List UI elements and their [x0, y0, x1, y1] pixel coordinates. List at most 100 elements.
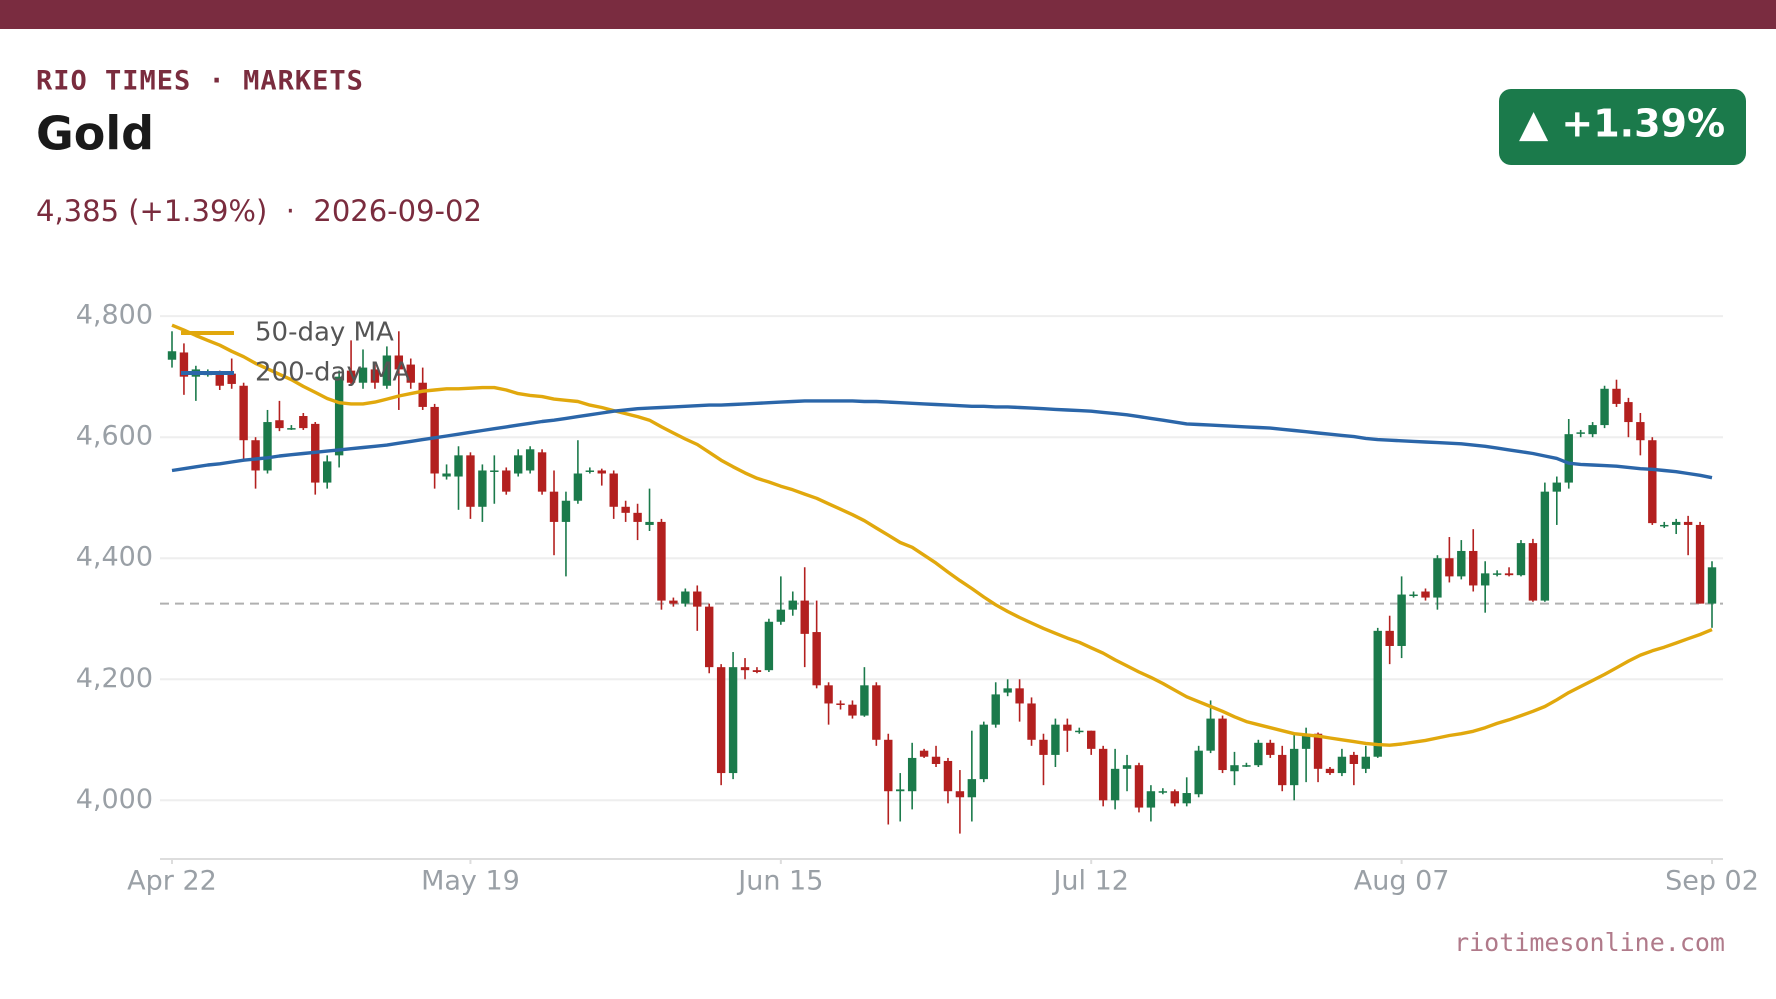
candle-body	[1075, 730, 1084, 733]
candle-body	[1373, 630, 1382, 757]
candle-body	[227, 373, 236, 384]
candle-body	[860, 685, 869, 716]
candle-body	[1242, 765, 1251, 767]
y-tick-label: 4,400	[76, 542, 153, 573]
candle-body	[967, 779, 977, 798]
candle-body	[1612, 388, 1621, 404]
candle-body	[1636, 422, 1645, 441]
candle-body	[1027, 703, 1036, 740]
candle-body	[1003, 688, 1012, 693]
badge-text: ▲ +1.39%	[1519, 102, 1725, 146]
legend-label: 200-day MA	[255, 358, 411, 388]
candle-body	[1254, 742, 1263, 766]
candle-body	[1170, 791, 1179, 804]
candle-body	[752, 670, 762, 672]
candle-body	[442, 473, 451, 477]
candle-body	[943, 760, 953, 792]
candle-body	[1194, 750, 1203, 795]
candle-body	[716, 667, 726, 774]
candle-body	[1051, 724, 1060, 755]
candle-body	[597, 470, 606, 474]
candle-body	[1516, 543, 1526, 576]
brand: RIO TIMES · MARKETS	[36, 66, 364, 97]
candle-body	[1409, 594, 1418, 597]
candle-body	[251, 440, 260, 471]
candle-body	[1087, 730, 1096, 749]
candle-body	[705, 606, 714, 668]
candle-body	[263, 422, 272, 471]
candle-body	[1564, 434, 1573, 483]
candle-body	[1480, 573, 1490, 586]
candle-body	[370, 369, 380, 383]
chart-title: Gold	[36, 107, 154, 161]
candle-body	[657, 521, 666, 601]
candle-body	[1457, 550, 1466, 577]
candle-body	[275, 420, 284, 429]
candle-body	[1492, 573, 1502, 575]
candle-body	[1397, 594, 1406, 646]
candle-body	[1182, 793, 1191, 804]
candle-body	[609, 473, 618, 507]
candle-body	[1421, 591, 1430, 598]
candle-body	[896, 789, 905, 792]
candle-body	[1063, 724, 1072, 731]
candle-body	[1528, 543, 1538, 601]
candle-body	[502, 470, 511, 492]
candle-body	[1588, 425, 1597, 435]
candle-body	[549, 491, 559, 522]
candle-body	[1660, 524, 1669, 527]
candle-body	[788, 600, 797, 610]
candle-body	[1600, 388, 1609, 426]
candle-body	[167, 351, 177, 360]
candle-body	[1289, 748, 1299, 786]
candle-body	[585, 470, 595, 472]
candle-body	[1206, 718, 1215, 751]
candle-body	[800, 600, 809, 634]
candle-body	[287, 428, 296, 430]
candle-body	[430, 406, 439, 474]
subtitle: 4,385 (+1.39%) · 2026-09-02	[36, 194, 482, 228]
candle-body	[358, 367, 368, 383]
candle-body	[1349, 754, 1359, 764]
candle-body	[1433, 558, 1442, 598]
candle-body	[812, 632, 821, 686]
y-tick-label: 4,600	[76, 421, 153, 452]
candle-body	[561, 500, 571, 522]
candle-body	[1469, 550, 1478, 586]
candle-body	[1039, 739, 1048, 755]
candle-body	[1648, 440, 1657, 524]
candle-body	[1146, 791, 1156, 808]
candle-body	[931, 756, 941, 764]
candle-body	[1695, 524, 1705, 604]
candle-body	[1325, 768, 1335, 774]
candle-body	[490, 470, 499, 472]
candle-body	[681, 591, 690, 604]
candle-body	[740, 667, 750, 671]
candle-body	[907, 757, 917, 792]
candle-body	[1134, 765, 1144, 808]
moving-average-line	[171, 399, 1713, 480]
candle-body	[621, 506, 630, 513]
candle-body	[776, 609, 786, 622]
candle-body	[525, 449, 535, 471]
candle-body	[1313, 733, 1323, 769]
x-tick-label: Jun 15	[736, 866, 823, 897]
candle-body	[991, 694, 1000, 725]
candle-body	[466, 455, 475, 507]
candle-body	[382, 355, 392, 386]
candle-body	[1385, 630, 1394, 646]
candle-body	[645, 521, 654, 525]
candle-body	[454, 455, 463, 477]
candle-body	[322, 461, 332, 483]
candle-body	[1230, 765, 1239, 772]
candle-body	[1361, 756, 1370, 769]
candle-body	[979, 724, 988, 780]
candle-body	[215, 373, 224, 386]
candle-body	[346, 370, 356, 383]
candle-body	[872, 685, 881, 740]
candle-body	[537, 452, 547, 492]
candle-body	[1098, 748, 1108, 801]
top-bar	[0, 0, 1776, 29]
candle-body	[1122, 765, 1132, 769]
